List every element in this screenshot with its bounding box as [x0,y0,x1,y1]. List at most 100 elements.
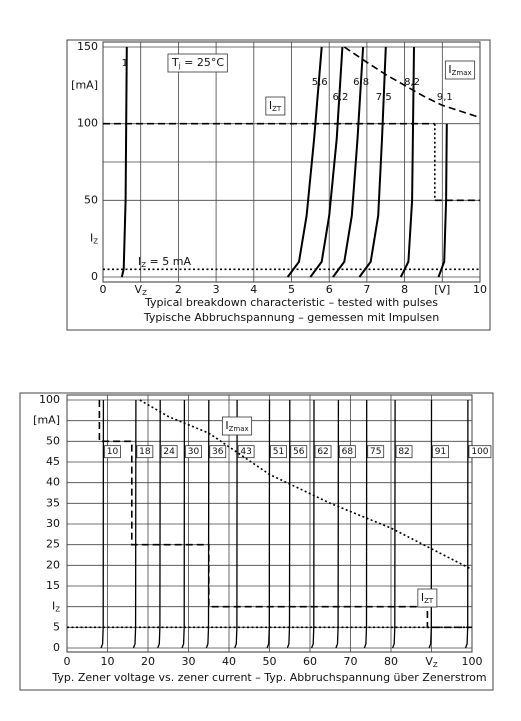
curve-label: 6,2 [332,92,348,103]
text-part: I [448,63,451,76]
y-tick-label: IZ [90,232,98,246]
curve-label: 9,1 [437,92,453,103]
annotation: IZT [269,99,282,113]
y-tick-label: 100 [77,117,98,130]
curve-label: 1 [122,58,128,69]
y-tick-label: 30 [46,517,60,530]
curve-label-box [104,445,121,459]
zener-curve [358,46,387,278]
x-tick-label: 40 [222,655,236,668]
x-tick-label: 0 [100,283,107,296]
curve-label-box [160,445,178,459]
subscript: Z [55,606,60,614]
zener-curve [464,399,469,649]
text-part: T [171,56,179,69]
subscript: ZT [424,597,434,605]
zener-curve [428,399,433,649]
y-tick-label: 35 [46,496,60,509]
y-tick-label: 50 [84,193,98,206]
x-tick-label: 6 [326,283,333,296]
zener-curve [266,399,271,649]
subscript: Zmax [229,425,249,433]
curve-label: 100 [471,447,488,457]
y-tick-label: 15 [46,579,60,592]
curve-label: 62 [317,447,328,457]
x-tick-label: 5 [288,283,295,296]
curve-label: 6,8 [353,77,369,88]
zener-curve [332,46,365,278]
x-axis-label: Typische Abbruchspannung – gemessen mit … [143,311,439,324]
text-part: = 5 mA [146,255,191,268]
annotation: IZT [421,591,434,605]
x-tick-label: VZ [425,655,438,669]
zener-curve [157,399,161,649]
subscript: Z [93,238,98,246]
y-tick-label: 0 [53,641,60,654]
curve-label: 7,5 [376,92,392,103]
x-tick-label: 3 [213,283,220,296]
limit-line [343,46,481,119]
curve-label-box [367,445,385,459]
y-tick-label: [mA] [33,414,60,427]
curve-label: 75 [370,447,381,457]
curve-label-box [395,445,413,459]
y-tick-label: 5 [53,620,60,633]
curve-label: 5,6 [312,77,328,88]
zener-curve [181,399,186,649]
curve-label: 30 [188,447,200,457]
annotation-box [221,416,253,436]
text-part: I [52,600,55,613]
y-tick-label: 0 [91,270,98,283]
x-tick-label: VZ [135,283,148,297]
x-axis-label: Typ. Zener voltage vs. zener current – T… [51,671,486,684]
zener-curve [363,399,368,649]
y-tick-label: 50 [46,434,60,447]
y-tick-label: 25 [46,538,60,551]
x-tick-label: 7 [363,283,370,296]
y-tick-label: 20 [46,558,60,571]
curve-label-box [468,445,492,459]
zener-curve [132,399,137,649]
subscript: Z [142,289,147,297]
y-tick-label: [mA] [71,78,98,91]
curve-label: 24 [163,447,175,457]
text-part: = 25°C [181,56,225,69]
zener-curve [100,399,105,649]
x-tick-label: 60 [303,655,317,668]
text-part: I [421,591,424,604]
text-part: I [138,255,141,268]
curve-label-box [270,445,287,459]
zener-curve [335,399,340,649]
zener-curve [205,399,210,649]
x-tick-label: 2 [175,283,182,296]
curve-label: 51 [273,447,284,457]
annotation-box [265,96,286,116]
text-part: [mA] [71,78,98,91]
curve-label: 8,2 [404,77,420,88]
curve-label-box [432,445,449,459]
limit-line [139,399,473,571]
curve-label: 10 [107,447,119,457]
annotation: Tj = 25°C [171,56,224,70]
x-axis-label: Typical breakdown characteristic – teste… [144,296,438,309]
curve-label-box [237,445,255,459]
text-part: I [90,232,93,245]
x-tick-label: 4 [250,283,257,296]
x-tick-label: 0 [64,655,71,668]
chart-frame [66,39,491,331]
limit-line [98,400,472,629]
curve-label: 56 [293,447,305,457]
curve-label: 18 [139,447,151,457]
annotation-box [417,588,438,608]
subscript: Z [433,661,438,669]
curve-label: 68 [342,447,354,457]
curve-label-box [185,445,202,459]
x-tick-label: 10 [473,283,487,296]
curve-label-box [209,445,227,459]
y-tick-label: 150 [77,40,98,53]
subscript: Zmax [452,69,472,77]
curve-label: 82 [398,447,409,457]
x-tick-label: 80 [384,655,398,668]
zener-curve [286,399,291,649]
annotation-box [444,60,476,80]
